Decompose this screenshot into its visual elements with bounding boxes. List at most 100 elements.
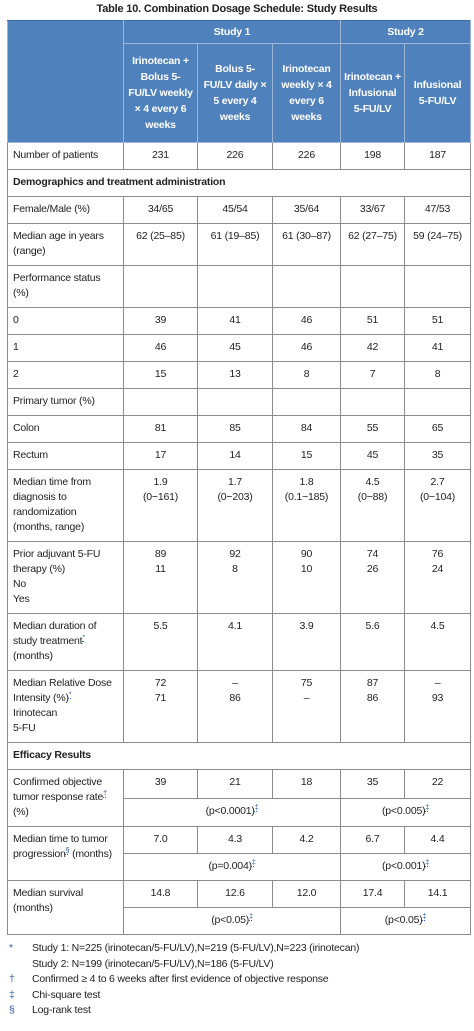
label-text: 2 [13,368,19,380]
value-line: 86 [366,692,379,704]
table-body: Number of patients 231 226 226 198 187 Demogra… [6,142,472,935]
p-value-row: (p<0.05)‡ (p<0.05)‡ [8,907,472,935]
value-cell: 4.5 [404,613,472,671]
value-cell: 21 [197,769,273,799]
value-line: 4.5 [365,476,380,488]
label-text: 0 [13,314,19,326]
value-cell: 35 [404,442,472,470]
footnote-ref[interactable]: ‡ [422,913,427,921]
row-label: Number of patients [7,142,124,170]
value-cell: 1.7 (0−203) [197,469,273,542]
value-line: 87 [366,677,379,689]
value-cell: 12.6 [197,880,273,908]
value-cell: 4.3 [197,826,273,854]
row-label: Median age in years (range) [7,223,124,266]
row-label: 2 [7,361,124,389]
footnote-ref[interactable]: † [103,790,107,798]
value-cell: 231 [123,142,198,170]
value-cell: 45/54 [197,196,273,224]
value-line: 1.8 [299,476,314,488]
value-cell: 4.4 [404,826,472,854]
value-cell: 2.7 (0−104) [404,469,472,542]
value-cell: 1.8 (0.1−185) [271,469,342,542]
footnote-symbol[interactable]: ‡ [9,988,15,1001]
label-text: Performance status (%) [13,272,101,299]
value-cell: 5.5 [123,613,198,671]
label-text: Median time to tumor progression [13,833,108,860]
value-cell: 7 [340,361,406,389]
footnote-ref[interactable]: ‡ [251,859,256,867]
value-cell: 14.1 [404,880,472,908]
group-header: Study 1 [122,20,342,44]
footnote-text: Chi-square test [32,988,101,1001]
value-cell: 187 [404,142,472,170]
value-line: 71 [154,692,167,704]
value-line: 11 [155,563,166,575]
row-label: Rectum [7,442,124,470]
footnote-ref[interactable]: ‡ [254,804,259,812]
value-line: 76 [431,548,444,560]
data-row: Median age in years (range) 62 (25–85) 61 … [7,223,472,266]
footnote-symbol[interactable]: § [9,1004,15,1016]
footnote-ref[interactable]: ‡ [425,859,430,867]
data-row: Primary tumor (%) [7,388,472,416]
value-cell: 75 – [271,670,342,743]
footnote-text: Confirmed ≥ 4 to 6 weeks after first evi… [32,973,329,985]
data-row: Colon 81 85 84 55 65 [7,415,472,443]
footnote-ref[interactable]: * [82,634,85,642]
value-cell [340,265,406,308]
footnote-ref[interactable]: ‡ [249,913,253,921]
row-label: Primary tumor (%) [7,388,124,416]
value-cell: 15 [123,361,198,389]
value-cell: 5.6 [340,613,406,671]
value-cell: 3.9 [271,613,342,671]
value-cell: 87 86 [340,670,406,743]
group-header: Study 2 [340,20,472,44]
footnote-symbol [9,957,32,973]
value-cell: 42 [340,334,406,362]
value-cell: 65 [404,415,472,443]
header-row: Irinotecan + Bolus 5-FU/LV weekly × 4 ev… [8,43,472,143]
row-label: Performance status (%) [7,265,124,308]
table-title: Table 10. Combination Dosage Schedule: S… [96,3,378,15]
data-row: Female/Male (%) 34/65 45/54 35/64 33/67 47/53 [7,196,472,224]
footnote-ref[interactable]: ‡ [425,804,430,812]
label-text: 1 [13,341,19,353]
value-cell: 226 [271,142,342,170]
value-cell [340,388,406,416]
value-line: – [434,677,441,689]
value-cell: 61 (19–85) [197,223,273,266]
data-row: Confirmed objective tumor response rate†… [7,769,472,827]
data-row: 2 15 13 8 7 8 [7,361,472,389]
value-cell [404,265,472,308]
value-cell: 39 [123,307,198,335]
value-line: (0.1−185) [284,491,329,503]
value-line: 26 [366,563,379,575]
value-cell: 92 8 [197,541,273,614]
section-title: Efficacy Results [6,742,472,770]
footnote: * Study 1: N=225 (irinotecan/5-FU/LV),N=2… [9,941,474,957]
data-row: Number of patients 231 226 226 198 187 [7,142,472,170]
label-suffix: (months) [13,650,53,662]
value-cell: 8 [271,361,342,389]
value-line: 75 [300,677,313,689]
footnote-ref[interactable]: § [65,847,70,855]
label-text: Confirmed objective tumor response rate [13,776,104,803]
value-cell: 34/65 [123,196,198,224]
column-header: Irinotecan + Infusional 5-FU/LV [340,43,406,143]
value-cell: 62 (27–75) [340,223,406,266]
value-cell: 85 [197,415,273,443]
p-value: (p<0.0001) [205,805,255,818]
footnote-ref[interactable]: * [68,691,72,699]
value-cell: 84 [271,415,342,443]
value-cell: 62 (25–85) [123,223,198,266]
footnote-symbol[interactable]: † [9,973,15,985]
value-cell: 35 [340,769,406,799]
value-cell: 33/67 [340,196,406,224]
p-value: (p<0.005) [381,805,426,818]
value-cell: 4.5 (0−88) [340,469,406,542]
data-row: Rectum 17 14 15 45 35 [7,442,472,470]
footnote-symbol[interactable]: * [9,942,13,954]
label-text: Rectum [13,449,48,461]
p-value-cell: (p=0.004)‡ [122,853,342,881]
